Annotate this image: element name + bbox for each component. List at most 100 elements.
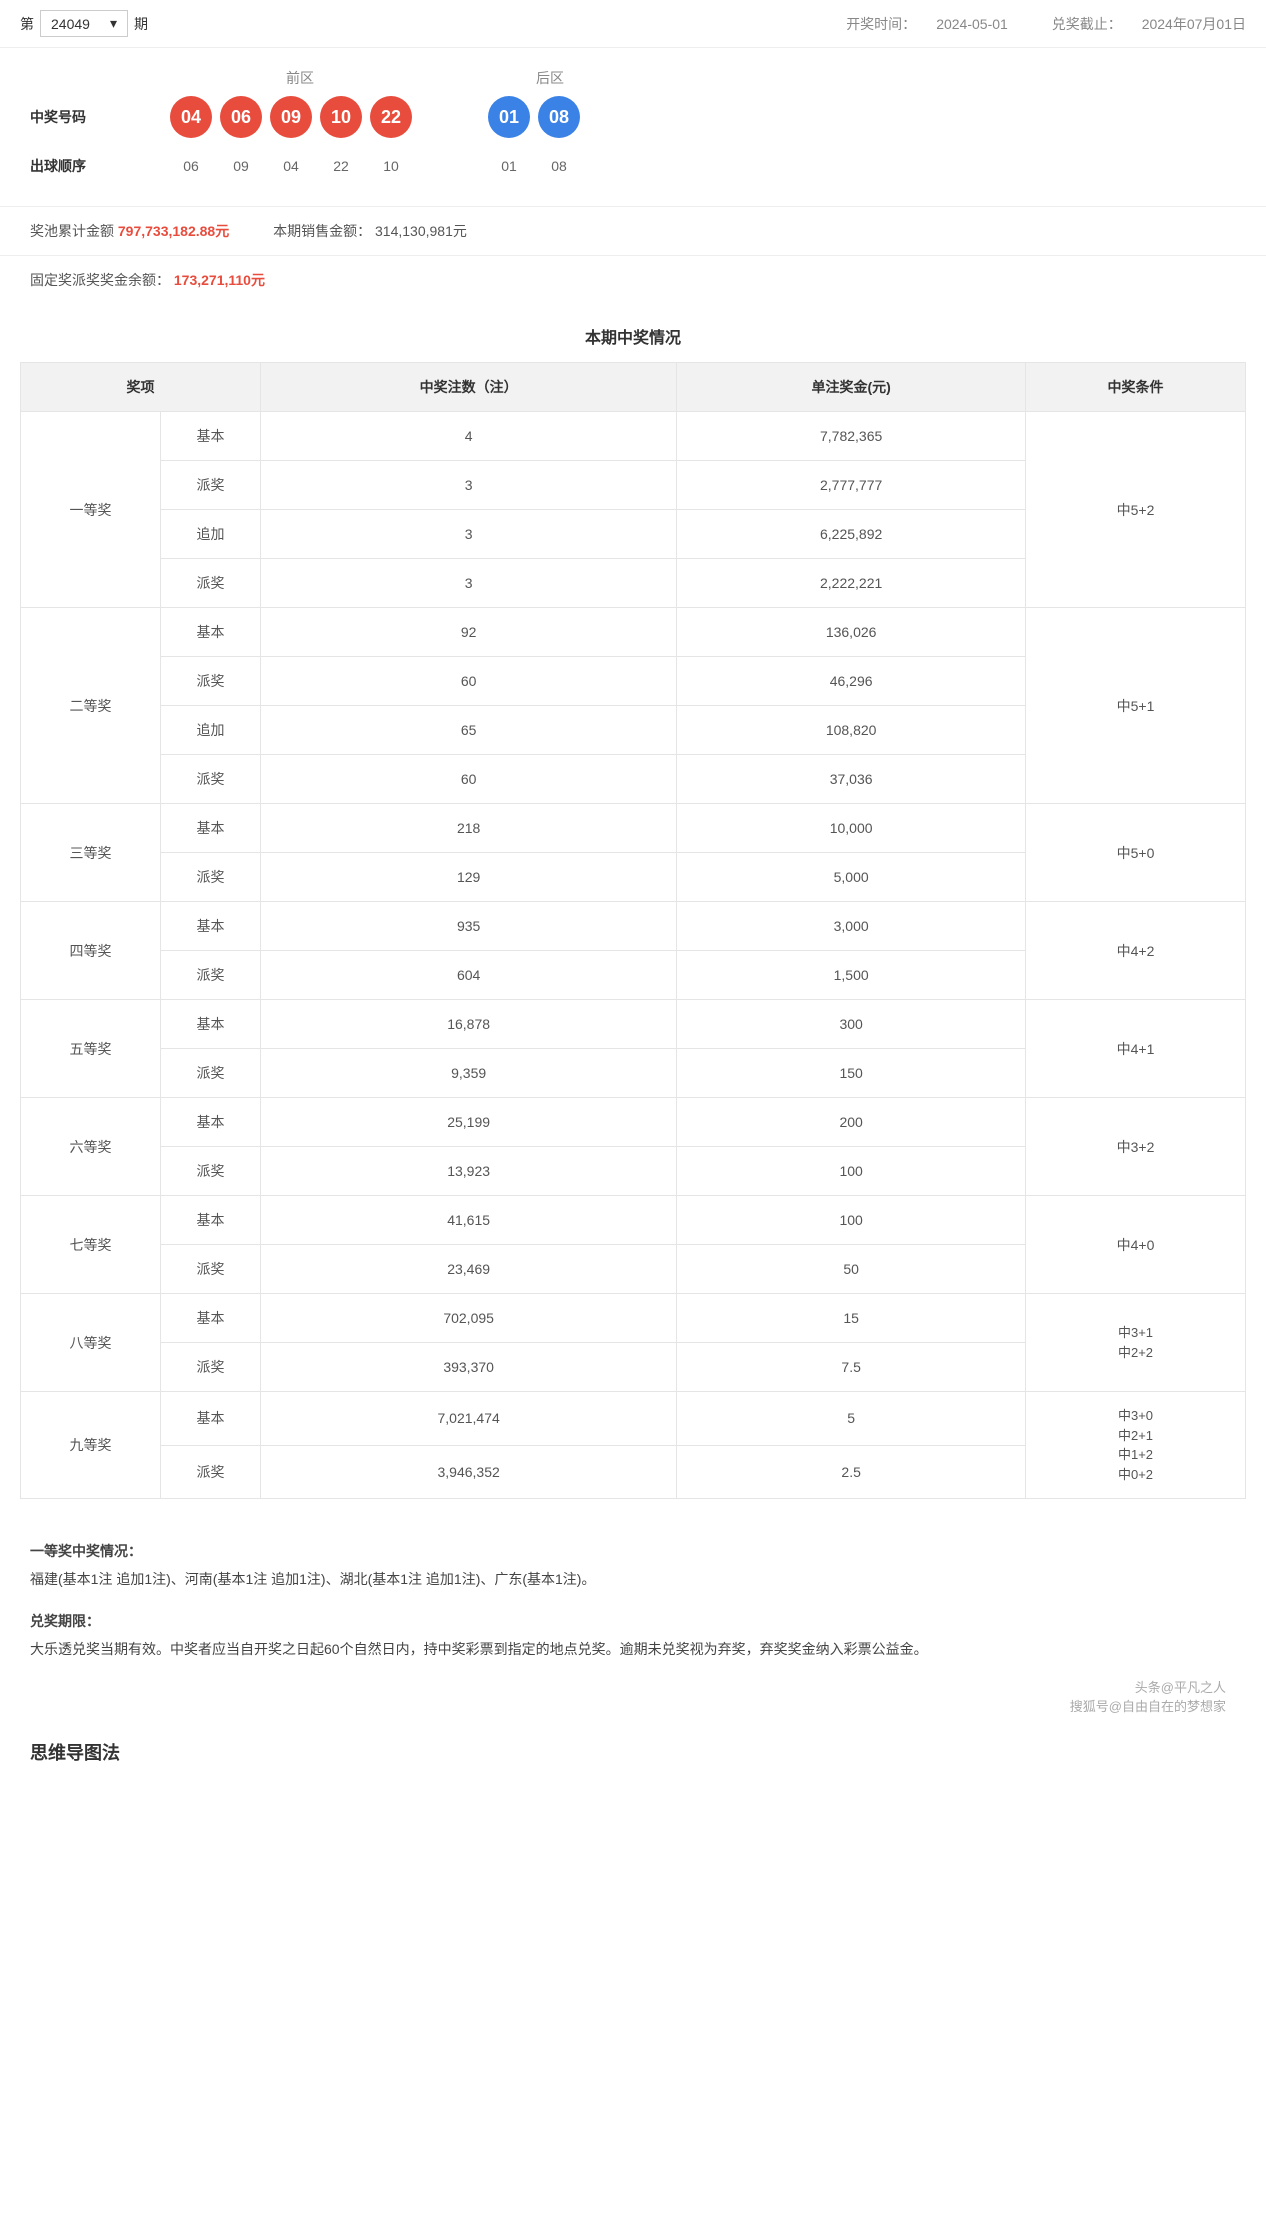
issue-selector-wrap: 第 24049 ▾ 期: [20, 10, 148, 37]
prize-type: 基本: [161, 1294, 261, 1343]
prize-amount: 7.5: [677, 1343, 1026, 1392]
pool-info: 奖池累计金额 797,733,182.88元 本期销售金额： 314,130,9…: [0, 206, 1266, 255]
prize-type: 基本: [161, 804, 261, 853]
prize-type: 追加: [161, 706, 261, 755]
prize-amount: 200: [677, 1098, 1026, 1147]
claim-text: 大乐透兑奖当期有效。中奖者应当自开奖之日起60个自然日内，持中奖彩票到指定的地点…: [30, 1635, 1236, 1663]
seq-num: 06: [170, 158, 212, 174]
prize-amount: 15: [677, 1294, 1026, 1343]
winning-label: 中奖号码: [30, 107, 130, 127]
prize-type: 派奖: [161, 1445, 261, 1499]
issue-number: 24049: [51, 16, 90, 32]
prize-count: 60: [261, 755, 677, 804]
prize-count: 16,878: [261, 1000, 677, 1049]
prize-amount: 6,225,892: [677, 510, 1026, 559]
prize-name: 三等奖: [21, 804, 161, 902]
prize-name: 九等奖: [21, 1392, 161, 1499]
prize-amount: 108,820: [677, 706, 1026, 755]
prize-condition: 中5+1: [1026, 608, 1246, 804]
ball-red: 10: [320, 96, 362, 138]
prize-table-body: 一等奖基本47,782,365中5+2派奖32,777,777追加36,225,…: [21, 412, 1246, 1499]
prize-amount: 300: [677, 1000, 1026, 1049]
col-prize: 奖项: [21, 363, 261, 412]
prize-table: 奖项 中奖注数（注） 单注奖金(元) 中奖条件 一等奖基本47,782,365中…: [20, 362, 1246, 1499]
seq-num: 04: [270, 158, 312, 174]
prize-amount: 100: [677, 1196, 1026, 1245]
claim-deadline: 兑奖截止：2024年07月01日: [1032, 16, 1246, 32]
pool-value: 797,733,182.88元: [118, 223, 229, 239]
winning-row: 中奖号码 04060910220108: [30, 96, 1236, 138]
prize-title: 本期中奖情况: [0, 304, 1266, 362]
header-bar: 第 24049 ▾ 期 开奖时间：2024-05-01 兑奖截止：2024年07…: [0, 0, 1266, 48]
ball-red: 09: [270, 96, 312, 138]
sequence-row: 出球顺序 06 09 04 22 10 01 08: [30, 156, 1236, 176]
prize-type: 派奖: [161, 853, 261, 902]
prize-count: 25,199: [261, 1098, 677, 1147]
prize-count: 92: [261, 608, 677, 657]
prize-type: 追加: [161, 510, 261, 559]
winning-balls: 04060910220108: [170, 96, 580, 138]
issue-suffix: 期: [134, 14, 148, 34]
ball-red: 22: [370, 96, 412, 138]
fixed-value: 173,271,110元: [174, 272, 265, 288]
seq-num: 01: [488, 158, 530, 174]
prize-count: 60: [261, 657, 677, 706]
table-row: 四等奖基本9353,000中4+2: [21, 902, 1246, 951]
table-row: 五等奖基本16,878300中4+1: [21, 1000, 1246, 1049]
prize-count: 3: [261, 510, 677, 559]
prize-table-head: 奖项 中奖注数（注） 单注奖金(元) 中奖条件: [21, 363, 1246, 412]
prize-amount: 7,782,365: [677, 412, 1026, 461]
seq-num: 10: [370, 158, 412, 174]
prize-type: 基本: [161, 412, 261, 461]
prize-amount: 1,500: [677, 951, 1026, 1000]
sequence-label: 出球顺序: [30, 156, 130, 176]
header-right: 开奖时间：2024-05-01 兑奖截止：2024年07月01日: [806, 14, 1246, 34]
prize-count: 13,923: [261, 1147, 677, 1196]
prize-amount: 2,777,777: [677, 461, 1026, 510]
prize-name: 六等奖: [21, 1098, 161, 1196]
prize-count: 3: [261, 559, 677, 608]
prize-amount: 100: [677, 1147, 1026, 1196]
prize-name: 一等奖: [21, 412, 161, 608]
prize-amount: 5,000: [677, 853, 1026, 902]
pool-label: 奖池累计金额: [30, 223, 114, 239]
prize-amount: 37,036: [677, 755, 1026, 804]
seq-num: 09: [220, 158, 262, 174]
prize-condition: 中5+2: [1026, 412, 1246, 608]
prize-type: 基本: [161, 608, 261, 657]
prize-count: 7,021,474: [261, 1392, 677, 1446]
prize-name: 七等奖: [21, 1196, 161, 1294]
table-row: 九等奖基本7,021,4745中3+0中2+1中1+2中0+2: [21, 1392, 1246, 1446]
prize-amount: 5: [677, 1392, 1026, 1446]
prize-condition: 中3+2: [1026, 1098, 1246, 1196]
sales-value: 314,130,981元: [375, 223, 467, 239]
prize-count: 23,469: [261, 1245, 677, 1294]
prize-condition: 中4+1: [1026, 1000, 1246, 1098]
notes-section: 一等奖中奖情况： 福建(基本1注 追加1注)、河南(基本1注 追加1注)、湖北(…: [0, 1499, 1266, 1687]
prize-type: 基本: [161, 1392, 261, 1446]
prize-type: 派奖: [161, 1343, 261, 1392]
claim-title: 兑奖期限：: [30, 1607, 1236, 1635]
prize-count: 4: [261, 412, 677, 461]
prize-type: 派奖: [161, 1049, 261, 1098]
prize-amount: 3,000: [677, 902, 1026, 951]
table-row: 三等奖基本21810,000中5+0: [21, 804, 1246, 853]
issue-select[interactable]: 24049 ▾: [40, 10, 128, 37]
chevron-down-icon: ▾: [110, 15, 117, 32]
zone-back-label: 后区: [490, 68, 610, 88]
fixed-info: 固定奖派奖奖金余额： 173,271,110元: [0, 255, 1266, 304]
seq-num: 08: [538, 158, 580, 174]
seq-num: 22: [320, 158, 362, 174]
prize-type: 派奖: [161, 951, 261, 1000]
prize-name: 五等奖: [21, 1000, 161, 1098]
issue-prefix: 第: [20, 14, 34, 34]
ball-blue: 08: [538, 96, 580, 138]
prize-type: 基本: [161, 902, 261, 951]
prize-type: 基本: [161, 1098, 261, 1147]
prize-count: 3,946,352: [261, 1445, 677, 1499]
prize-amount: 150: [677, 1049, 1026, 1098]
prize-type: 派奖: [161, 657, 261, 706]
col-count: 中奖注数（注）: [261, 363, 677, 412]
prize-amount: 2.5: [677, 1445, 1026, 1499]
prize-count: 702,095: [261, 1294, 677, 1343]
